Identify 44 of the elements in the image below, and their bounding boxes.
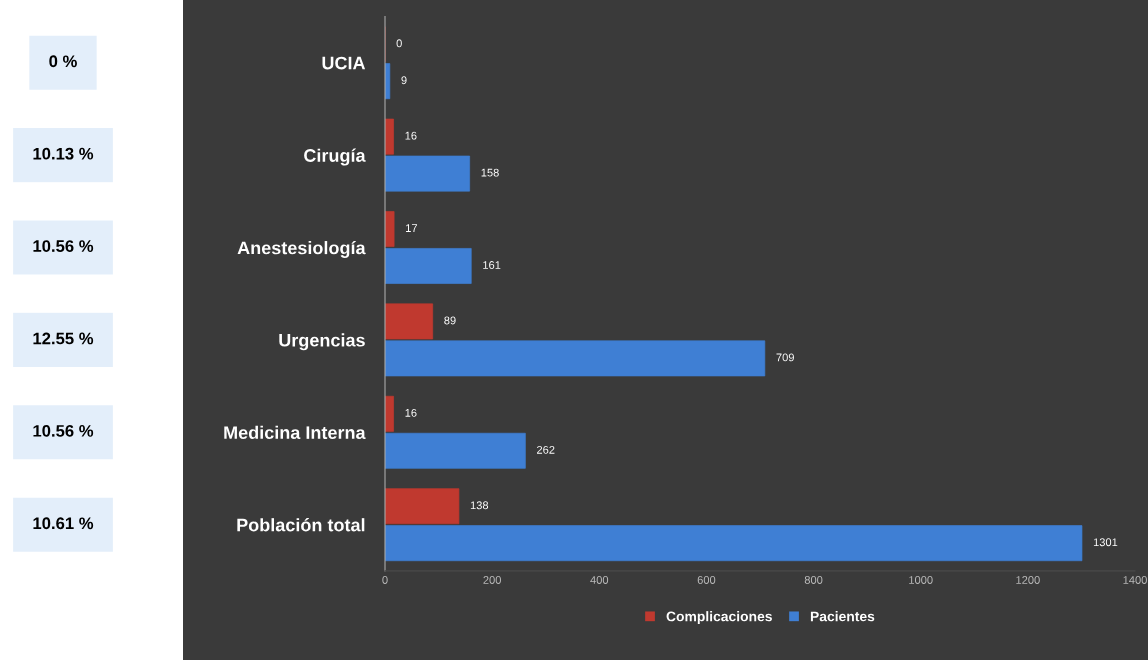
y-tick-label: Medicina Interna xyxy=(224,425,366,440)
x-tick-label: 800 xyxy=(804,576,823,584)
y-tick-label: Anestesiología xyxy=(237,240,366,258)
y-tick-label: Población total xyxy=(237,518,365,532)
text: 10.56 % xyxy=(33,240,94,252)
y-tick-label: UCIA xyxy=(322,56,366,70)
data-label: 17 xyxy=(406,224,418,232)
data-label: 89 xyxy=(444,316,456,325)
bar xyxy=(385,155,470,192)
legend-label: Complicaciones xyxy=(666,611,772,625)
x-tick-label: 600 xyxy=(697,576,716,584)
bar xyxy=(385,395,394,432)
data-label: 16 xyxy=(405,131,417,140)
data-label: 138 xyxy=(470,501,489,510)
data-label: 709 xyxy=(776,353,794,362)
bar xyxy=(385,525,1083,562)
x-tick-label: 1000 xyxy=(909,576,933,584)
x-tick-label: 1200 xyxy=(1016,576,1040,584)
bar xyxy=(385,118,394,155)
bar xyxy=(385,303,434,340)
x-tick-label: 1400 xyxy=(1123,576,1147,584)
bar xyxy=(385,248,472,284)
data-label: 9 xyxy=(401,76,407,85)
data-label: 161 xyxy=(483,261,501,269)
data-label: 1301 xyxy=(1093,538,1118,547)
bar xyxy=(385,340,766,377)
data-label: 262 xyxy=(537,445,555,454)
text: 12.55 % xyxy=(33,332,94,345)
bar xyxy=(385,432,526,469)
data-label: 16 xyxy=(405,408,417,417)
data-label: 158 xyxy=(481,168,499,177)
x-tick-label: 400 xyxy=(590,576,609,584)
text: 10.13 % xyxy=(33,147,94,160)
y-tick-label: Cirugía xyxy=(304,148,366,166)
x-tick-label: 200 xyxy=(483,576,501,584)
bar xyxy=(385,211,395,247)
text: 10.56 % xyxy=(33,424,94,437)
y-tick-label: Urgencias xyxy=(279,333,365,351)
x-tick-label: 0 xyxy=(382,576,388,584)
legend-label: Pacientes xyxy=(810,611,875,622)
data-label: 0 xyxy=(396,39,402,48)
bar xyxy=(385,488,460,525)
text: 10.61 % xyxy=(33,517,94,530)
text: 0 % xyxy=(49,55,77,68)
